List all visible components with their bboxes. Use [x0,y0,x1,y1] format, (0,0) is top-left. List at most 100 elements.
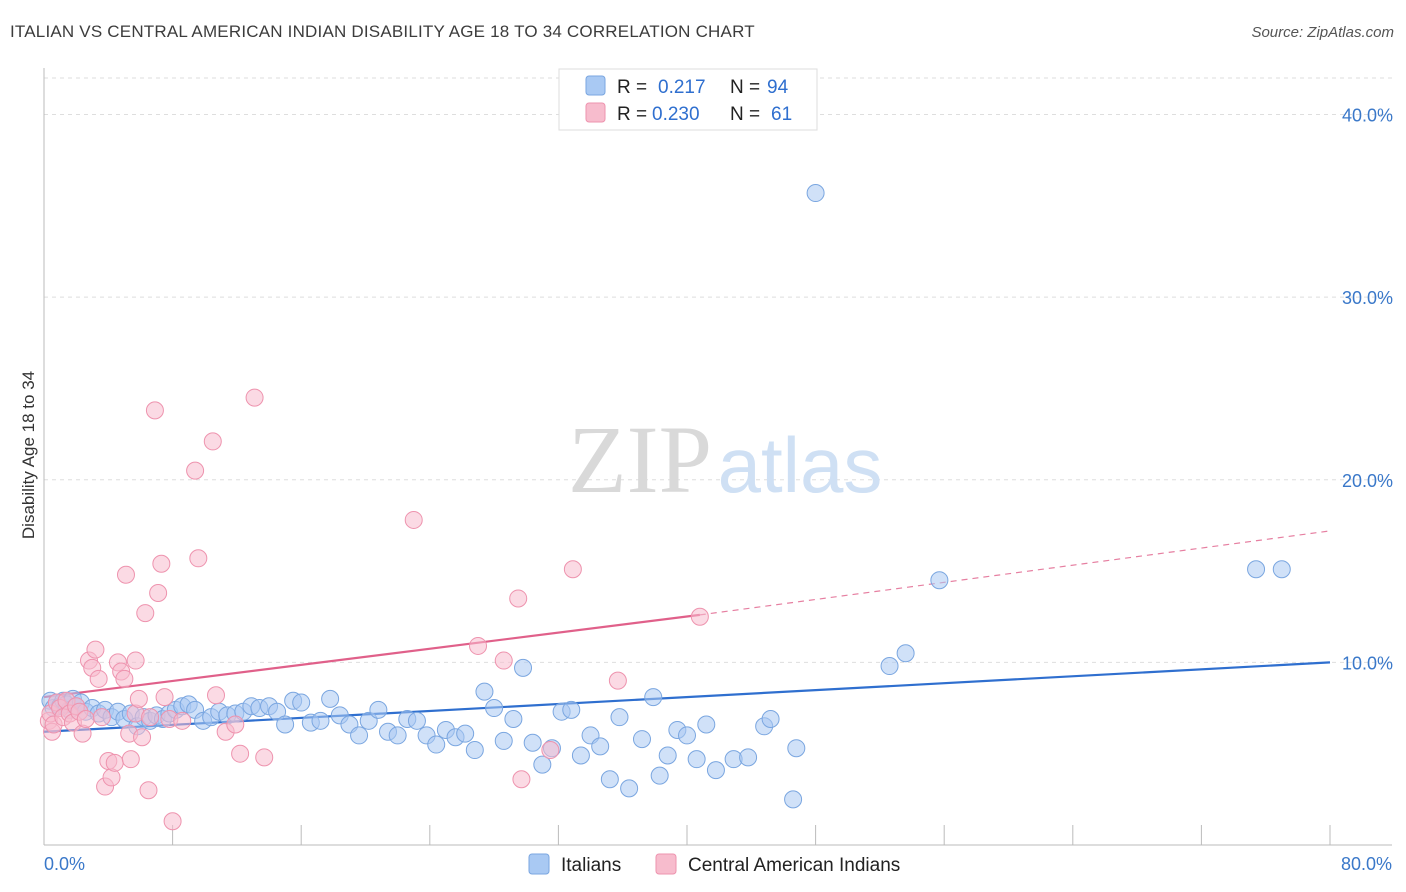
trendline-extension-central-american-indians [699,530,1331,616]
point-central-american-indians [186,461,205,480]
x-tick-label-max: 80.0% [1341,854,1392,874]
x-tick-label-min: 0.0% [44,854,85,874]
point-italians [571,746,590,765]
watermark-atlas: atlas [718,421,883,509]
point-italians [687,750,706,769]
point-italians [456,724,475,743]
y-tick-label: 30.0% [1342,288,1393,308]
point-italians [562,700,581,719]
point-italians [485,699,504,718]
point-italians [465,741,484,760]
point-italians [930,571,949,590]
point-central-american-indians [73,724,92,743]
point-italians [591,737,610,756]
legend-n-value-cai: 61 [771,104,792,125]
point-central-american-indians [145,401,164,420]
point-central-american-indians [115,669,134,688]
point-central-american-indians [141,708,160,727]
point-italians [806,184,825,203]
point-central-american-indians [105,753,124,772]
point-italians [644,688,663,707]
point-central-american-indians [149,583,168,602]
legend-n-value-italians: 94 [767,77,789,98]
point-central-american-indians [203,432,222,451]
point-italians [787,739,806,758]
trendline-central-american-indians [43,613,700,699]
bottom-legend-label-italians: Italians [561,855,621,876]
point-central-american-indians [541,741,560,760]
point-central-american-indians [404,510,423,529]
y-tick-labels: 10.0% 20.0% 30.0% 40.0% [1342,106,1393,674]
point-italians [678,726,696,745]
point-central-american-indians [89,669,108,688]
point-italians [514,658,533,677]
point-central-american-indians [92,708,111,727]
point-italians [650,766,669,785]
point-central-american-indians [76,709,95,728]
point-central-american-indians [512,770,531,789]
point-italians [896,644,915,663]
point-central-american-indians [121,750,140,769]
point-italians [620,779,639,798]
point-central-american-indians [102,768,121,787]
point-italians [658,746,677,765]
point-italians [407,711,426,730]
watermark-zip: ZIP [568,406,712,513]
legend-r-value-italians: 0.217 [658,77,706,98]
source-label: Source: ZipAtlas.com [1251,24,1394,41]
legend-r-label-cai: R = [617,104,647,125]
point-italians [276,715,295,734]
point-italians [427,735,446,754]
legend-r-label-italians: R = [617,77,647,98]
point-italians [632,730,651,749]
legend-r-value-cai: 0.230 [652,104,700,125]
point-central-american-indians [231,744,250,763]
y-tick-label: 20.0% [1342,471,1393,491]
point-italians [880,657,899,676]
legend-n-label-cai: N = [730,104,760,125]
point-central-american-indians [133,728,152,747]
point-italians [369,700,388,719]
point-italians [697,715,716,734]
point-central-american-indians [255,748,274,767]
legend-swatch-central-american-indians [585,102,606,123]
point-italians [494,731,513,750]
point-central-american-indians [563,560,582,579]
point-italians [292,693,311,712]
point-central-american-indians [129,689,148,708]
point-italians [600,770,619,789]
point-central-american-indians [139,781,158,800]
point-central-american-indians [226,715,245,734]
point-central-american-indians [469,636,488,655]
point-italians [388,726,407,745]
point-italians [784,790,803,809]
point-italians [321,689,340,708]
legend-swatch-italians [585,75,606,96]
point-italians [475,682,494,701]
point-central-american-indians [509,589,528,608]
point-central-american-indians [245,388,264,407]
legend: R = 0.217 N = 94 R = 0.230 N = 61 [558,68,818,131]
point-central-american-indians [126,651,145,670]
point-italians [610,708,629,727]
bottom-legend-label-cai: Central American Indians [688,855,900,876]
point-italians [268,702,287,721]
grid [44,77,1392,663]
point-central-american-indians [86,640,105,659]
legend-n-label-italians: N = [730,77,760,98]
point-italians [504,709,523,728]
point-italians [311,711,330,730]
point-central-american-indians [207,686,226,705]
point-central-american-indians [116,565,135,584]
point-central-american-indians [136,604,155,623]
point-central-american-indians [152,554,171,573]
bottom-legend-swatch-cai [655,853,677,875]
chart-title: ITALIAN VS CENTRAL AMERICAN INDIAN DISAB… [10,22,755,41]
point-central-american-indians [163,812,182,831]
point-central-american-indians [690,607,709,626]
point-italians [523,733,542,752]
point-central-american-indians [608,671,627,690]
point-central-american-indians [173,711,192,730]
point-italians [350,726,369,745]
